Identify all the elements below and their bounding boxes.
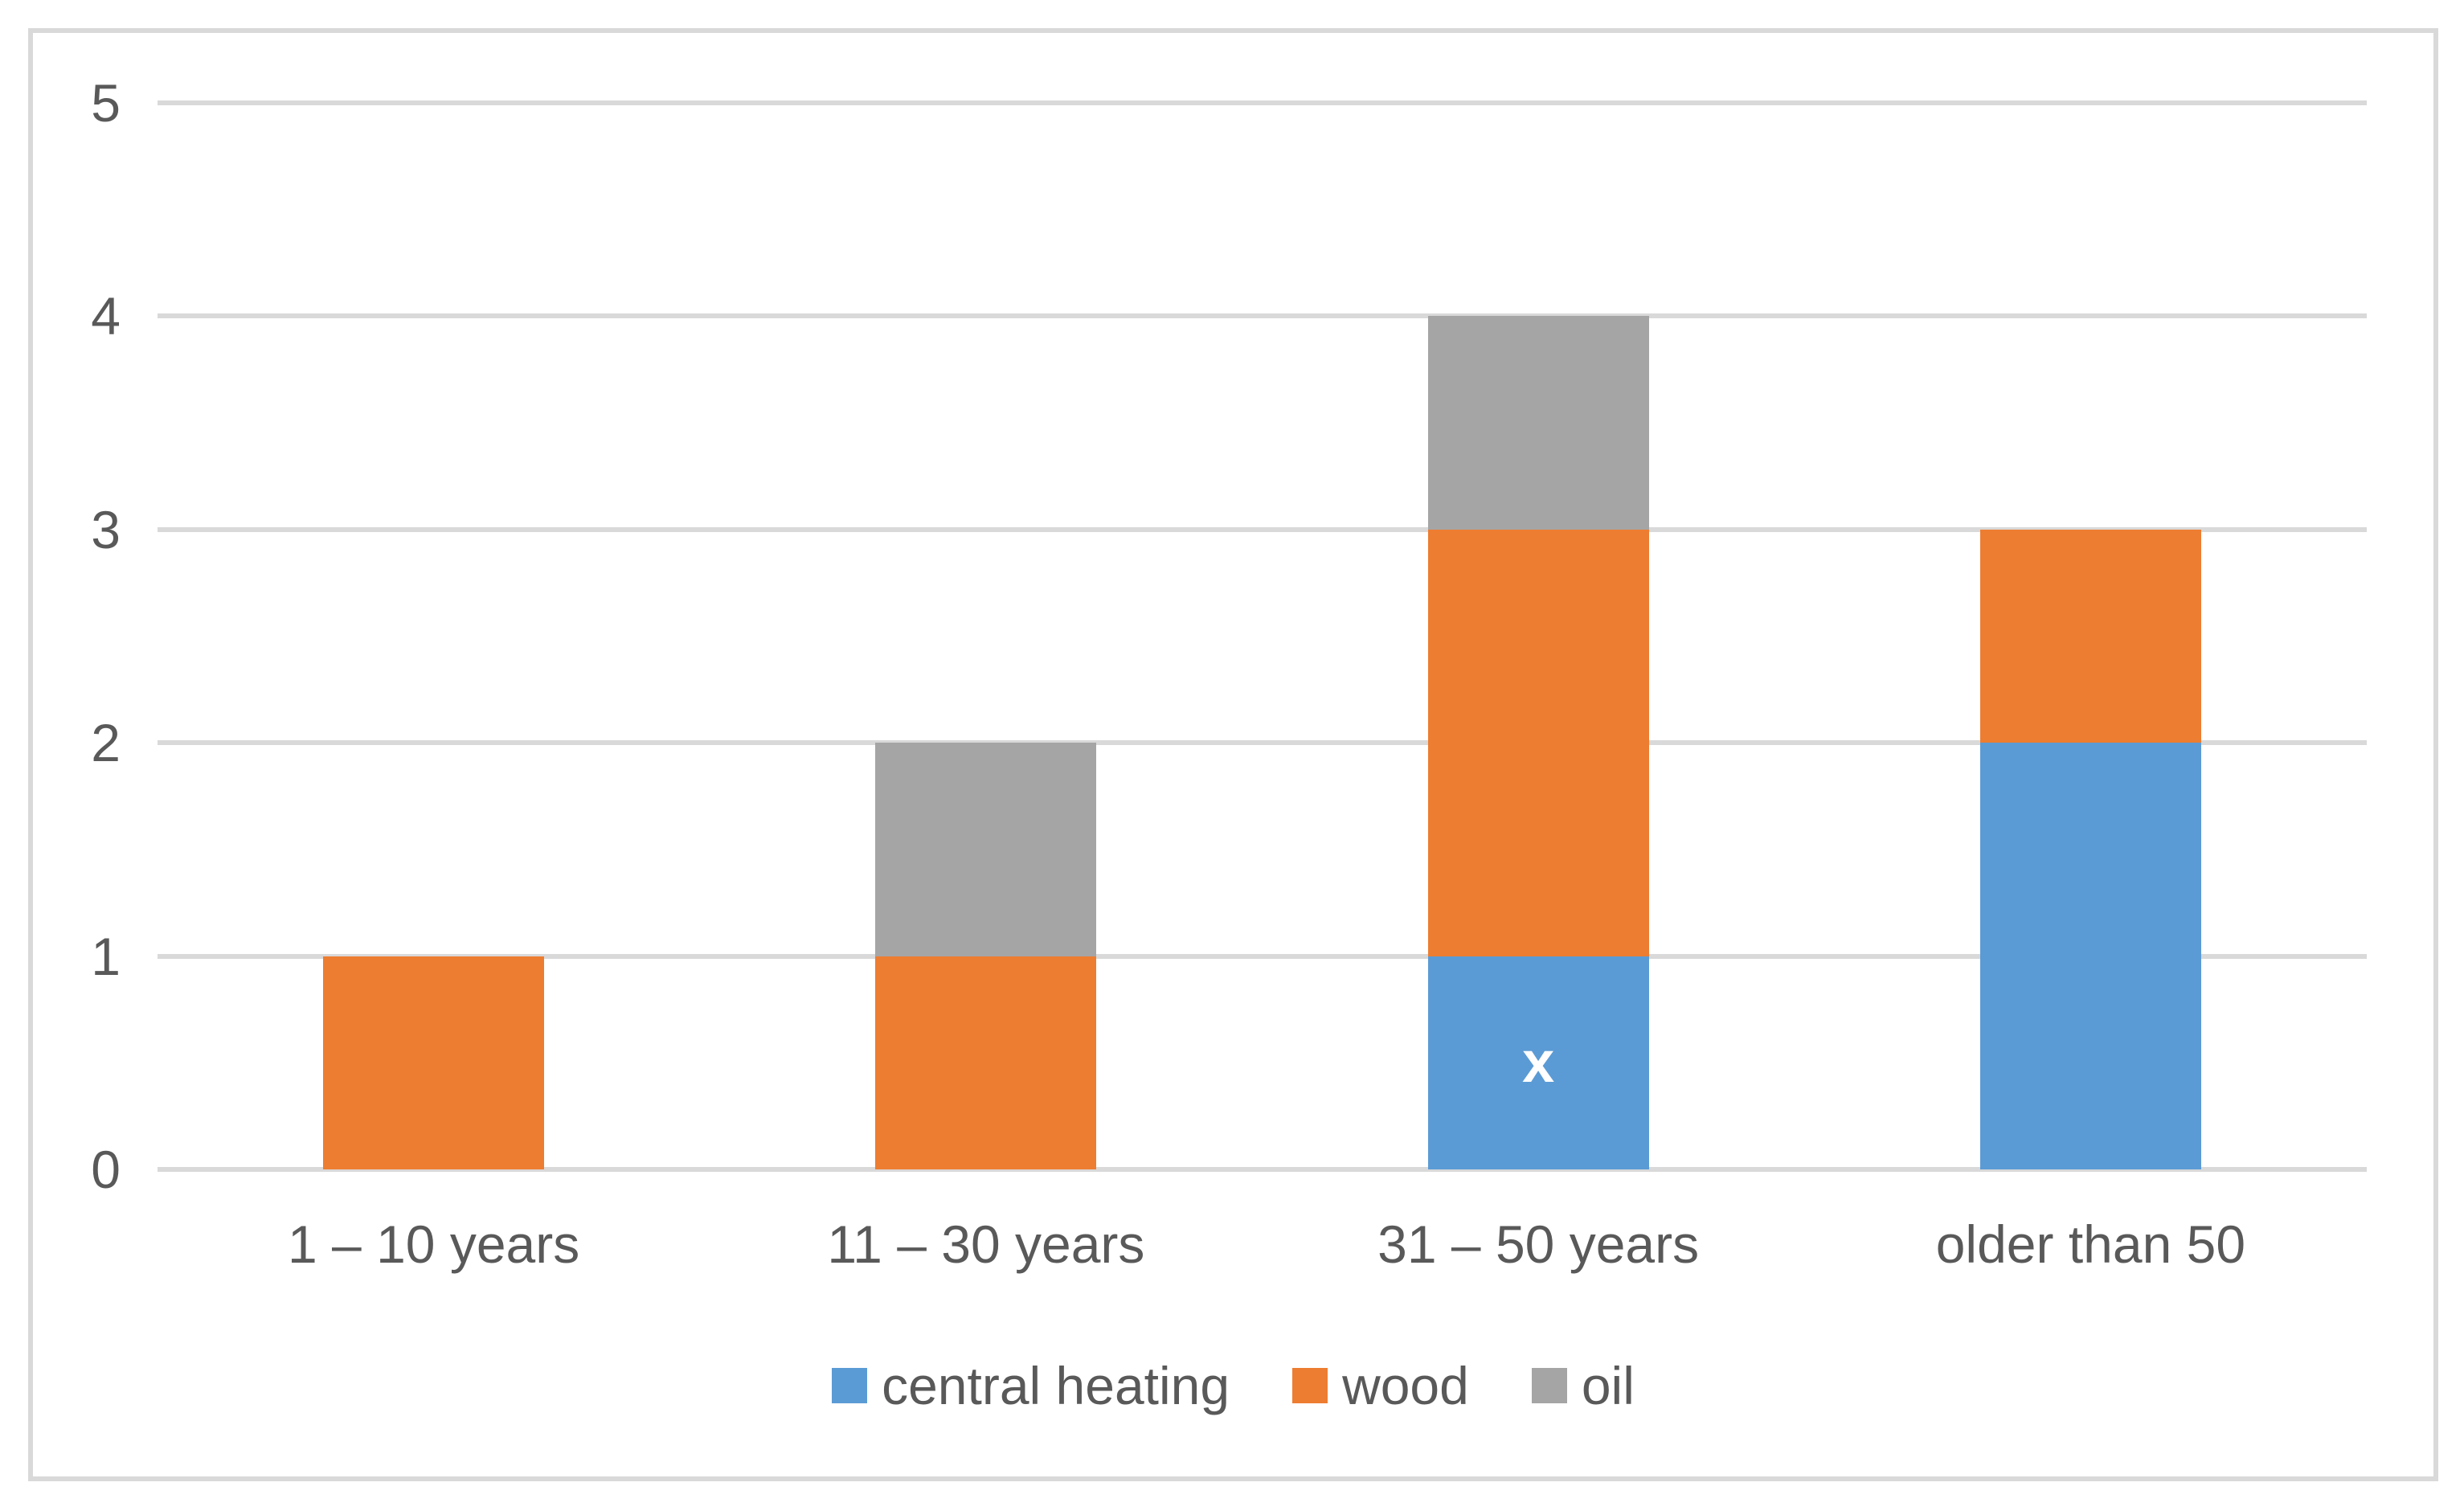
bar-segment-wood [1979, 529, 2201, 743]
y-axis-tick-label: 5 [91, 73, 121, 133]
x-axis-category-label: 1 – 10 years [288, 1214, 580, 1274]
bar-segment-central-heating [1979, 743, 2201, 1169]
bar-segment-oil [1427, 316, 1649, 530]
bar-segment-central-heating: x [1427, 956, 1649, 1169]
legend-label: oil [1581, 1356, 1635, 1415]
legend-item-wood: wood [1292, 1357, 1469, 1415]
legend-swatch-icon [832, 1368, 868, 1404]
bar-segment-wood [1427, 529, 1649, 956]
y-axis-tick-label: 0 [91, 1140, 121, 1199]
gridline-y-2 [158, 740, 2367, 746]
y-axis-tick-label: 3 [91, 499, 121, 559]
bar-annotation-label: x [1522, 1030, 1555, 1095]
bar-segment-oil [875, 743, 1097, 956]
x-axis-category-label: 31 – 50 years [1377, 1214, 1700, 1274]
legend-swatch-icon [1292, 1368, 1328, 1404]
gridline-y-1 [158, 953, 2367, 959]
legend-swatch-icon [1531, 1368, 1567, 1404]
legend: central heating wood oil [28, 1357, 2438, 1415]
gridline-y-3 [158, 526, 2367, 532]
y-axis-tick-label: 1 [91, 926, 121, 986]
legend-item-oil: oil [1531, 1356, 1635, 1415]
gridline-y-4 [158, 313, 2367, 319]
bar-segment-wood [323, 956, 545, 1169]
legend-label: central heating [882, 1356, 1230, 1415]
gridline-y-5 [158, 100, 2367, 105]
x-axis-category-label: 11 – 30 years [827, 1214, 1145, 1274]
y-axis-tick-label: 2 [91, 713, 121, 773]
gridline-y-0 [158, 1167, 2367, 1172]
y-axis-tick-label: 4 [91, 286, 121, 346]
bar-segment-wood [875, 956, 1097, 1169]
x-axis-category-label: older than 50 [1935, 1214, 2246, 1274]
legend-label: wood [1342, 1356, 1469, 1415]
legend-item-central-heating: central heating [832, 1357, 1230, 1415]
